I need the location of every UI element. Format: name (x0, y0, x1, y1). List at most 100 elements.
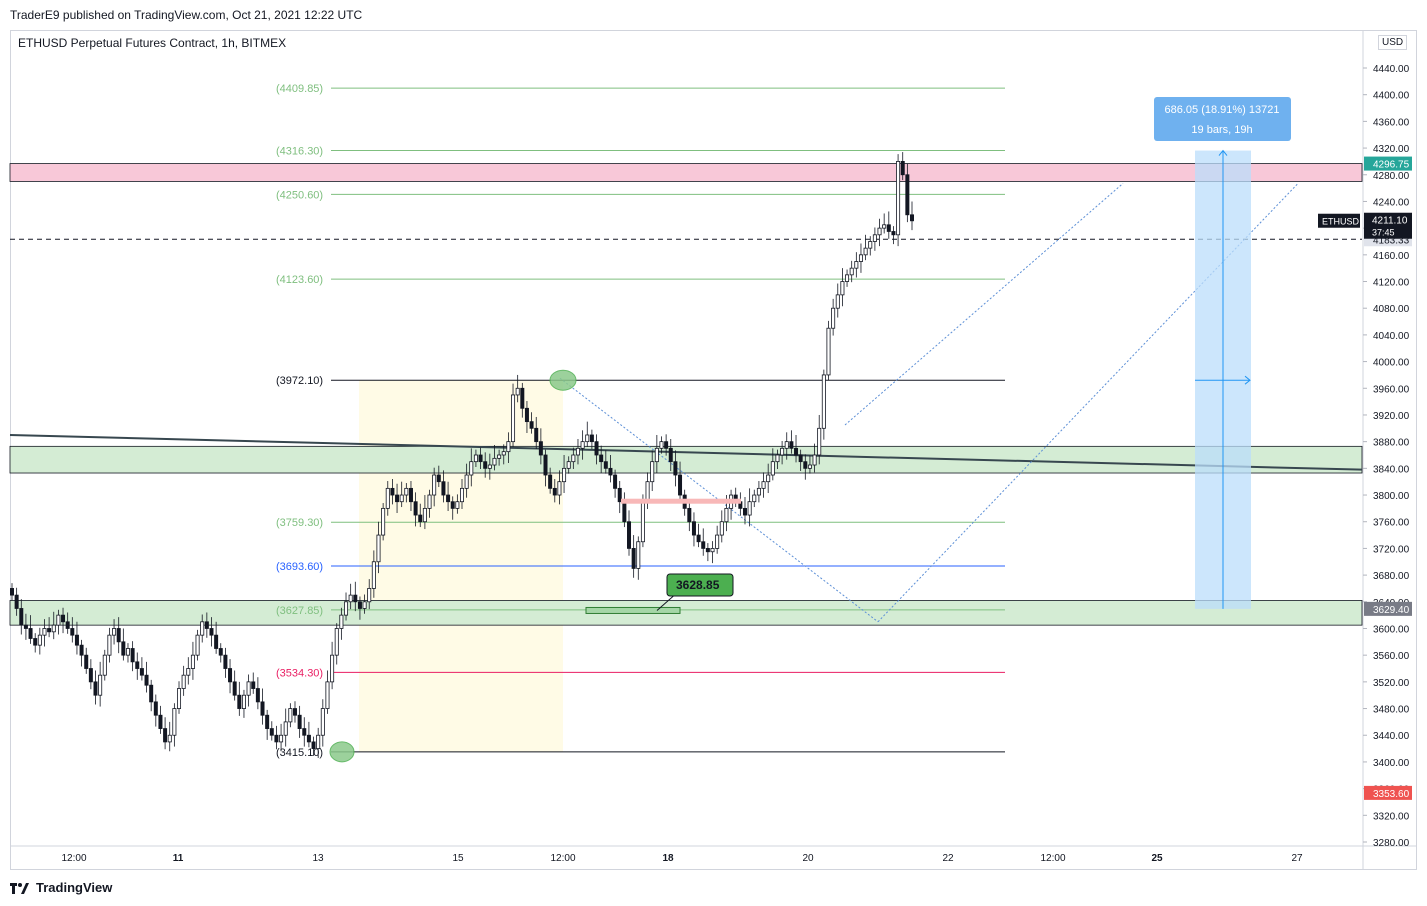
candle-body (223, 654, 228, 669)
y-tick-label: 4400.00 (1373, 91, 1410, 102)
candle-body (659, 441, 664, 449)
candle-body (306, 734, 311, 743)
candle-body (390, 487, 395, 496)
candle-body (826, 327, 831, 376)
candle-body (868, 241, 873, 249)
candle-body (395, 494, 400, 503)
candle-body (473, 454, 478, 463)
measure-info-line1: 686.05 (18.91%) 13721 (1165, 104, 1280, 116)
candle-body (622, 501, 627, 523)
swing-low-marker (329, 741, 355, 763)
candle-body (246, 681, 251, 696)
candle-body (594, 441, 599, 456)
candle-body (668, 447, 673, 463)
candle-body (292, 708, 297, 716)
candle-body (687, 507, 692, 523)
candle-body (37, 634, 42, 646)
dashed-level-label: 4183.33 (1373, 235, 1410, 246)
measure-arrow-head (1218, 149, 1228, 156)
footer-brand: TradingView (36, 880, 113, 895)
candle-body (218, 648, 223, 656)
candle-body (645, 481, 650, 503)
low-price-label-bg (1364, 785, 1412, 800)
candle-body (84, 654, 89, 669)
candle-body (93, 681, 98, 696)
x-tick-label: 11 (173, 853, 184, 864)
candle-body (204, 621, 209, 629)
y-tick-label: 3960.00 (1373, 384, 1410, 395)
y-tick-label: 3600.00 (1373, 624, 1410, 635)
y-tick-label: 3280.00 (1373, 838, 1410, 849)
y-tick-label: 3840.00 (1373, 464, 1410, 475)
current-symbol-bg (1318, 213, 1360, 228)
candle-body (654, 447, 659, 463)
candle-body (775, 454, 780, 463)
published-line: TraderE9 published on TradingView.com, O… (10, 8, 363, 22)
candle-body (348, 594, 353, 603)
candle-body (562, 467, 567, 483)
candle-body (835, 294, 840, 309)
candle-body (831, 307, 836, 329)
candle-body (446, 494, 451, 503)
descending-trendline (9, 433, 1363, 471)
candle-body (190, 654, 195, 669)
candle-body (19, 608, 24, 626)
candle-body (497, 454, 502, 459)
y-tick-label: 3320.00 (1373, 811, 1410, 822)
candle-body (557, 481, 562, 496)
low-callout-label: 3628.85 (676, 578, 720, 592)
candle-body (515, 387, 520, 396)
y-tick-label: 3760.00 (1373, 518, 1410, 529)
candle-body (42, 628, 47, 636)
x-tick-label: 12:00 (1040, 853, 1065, 864)
candle-body (418, 514, 423, 523)
candle-body (761, 481, 766, 489)
candle-body (766, 474, 771, 483)
candle-body (691, 521, 696, 536)
candle-body (910, 214, 915, 222)
candle-body (455, 501, 460, 509)
candle-body (483, 461, 488, 469)
candle-body (362, 601, 367, 609)
candle-body (585, 434, 590, 443)
candle-body (149, 684, 154, 703)
candle-body (283, 721, 288, 736)
candle-body (492, 457, 497, 466)
candle-body (237, 694, 242, 709)
candle-body (167, 734, 172, 743)
candle-body (153, 701, 158, 716)
candle-body (854, 261, 859, 269)
currency-button[interactable]: USD (1378, 35, 1408, 50)
current-price-label: 4211.10 (1372, 216, 1408, 227)
candle-body (172, 708, 177, 736)
candle-body (840, 281, 845, 296)
measure-info-box (1154, 97, 1291, 141)
red-mini-zone (621, 498, 741, 504)
candle-body (487, 464, 492, 469)
candle-body (427, 494, 432, 509)
x-tick-label: 27 (1291, 853, 1303, 864)
candle-body (112, 628, 117, 636)
candle-body (501, 451, 506, 456)
candle-body (849, 267, 854, 276)
pink-zone-0 (9, 163, 1363, 182)
candle-body (464, 474, 469, 489)
y-tick-label: 3520.00 (1373, 678, 1410, 689)
candle-body (747, 501, 752, 516)
candle-body (631, 548, 636, 569)
candle-body (130, 648, 135, 663)
candle-body (511, 394, 516, 443)
candle-body (121, 641, 126, 656)
y-tick-label: 4440.00 (1373, 64, 1410, 75)
candle-body (47, 628, 52, 633)
candle-body (719, 521, 724, 536)
candle-body (98, 674, 103, 696)
candle-body (102, 654, 107, 676)
candle-body (260, 701, 265, 716)
candle-body (320, 708, 325, 736)
candle-body (845, 274, 850, 282)
x-tick-label: 13 (312, 853, 324, 864)
candle-body (311, 741, 316, 749)
candle-body (385, 487, 390, 509)
